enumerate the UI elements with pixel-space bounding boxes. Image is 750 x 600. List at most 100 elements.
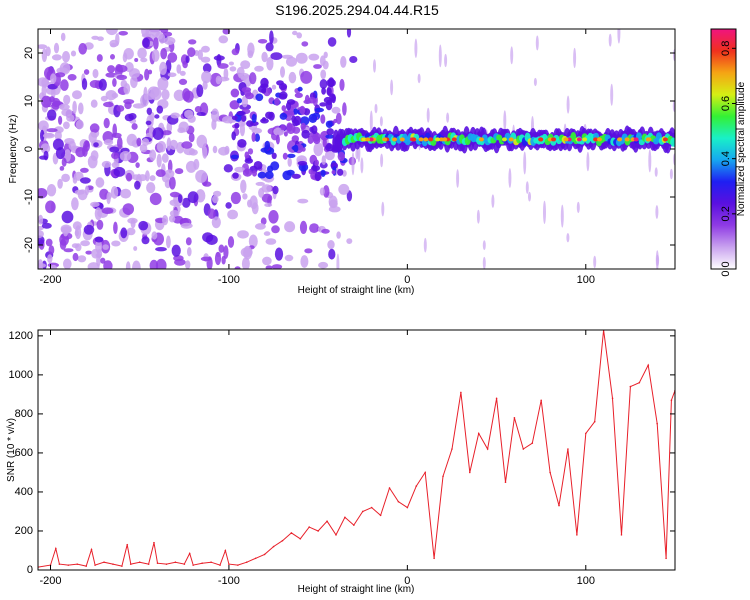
spectrogram-noise-cell [113,166,126,177]
spectrogram-noise-cell [41,222,52,229]
spectrogram-noise-cell [216,54,222,67]
spectrogram-transition-cell [254,133,260,142]
snr-point [121,565,123,567]
spectrogram-noise-cell [139,144,148,153]
spectrogram-noise-cell [39,155,48,160]
spectrogram-noise-cell [295,52,308,64]
spectrogram-noise-cell [116,105,125,112]
spectrogram-noise-cell [304,248,313,254]
spectrogram-streak-cell [360,157,364,174]
spectrogram-noise-cell [51,54,62,61]
spectrogram-transition-cell [337,151,345,162]
spectrogram-noise-cell [160,48,168,60]
spectrogram-noise-cell [222,116,234,124]
spectrogram-noise-cell [46,184,57,197]
snr-point [183,563,186,565]
spectrogram-streak-cell [523,151,527,175]
spectrogram-noise-cell [211,119,217,130]
snr-point [290,532,293,534]
spectrogram-noise-cell [58,103,70,111]
spectrogram-transition-cell [320,169,326,177]
snr-point [361,510,364,513]
spectrogram-x-axis-label: Height of straight line (km) [298,285,415,296]
spectrogram-band-peak [593,137,599,142]
spectrogram-noise-cell [156,153,162,168]
spectrogram-noise-cell [319,79,328,89]
spectrogram-transition-cell [265,111,274,120]
snr-y-tick-label: 0 [27,564,33,576]
spectrogram-noise-cell [71,197,79,211]
spectrogram-noise-cell [100,257,106,264]
spectrogram-noise-cell [249,72,257,85]
spectrogram-noise-cell [45,200,56,214]
spectrogram-noise-cell [234,166,246,173]
spectrogram-noise-cell [166,137,172,151]
spectrogram-band-peak [361,137,367,142]
snr-y-tick-label: 1000 [9,369,33,381]
snr-point [76,563,79,565]
spectrogram-transition-cell [293,108,298,115]
spectrogram-x-tick-label: 100 [577,274,595,286]
spectrogram-streak-cell [543,200,546,224]
spectrogram-noise-cell [292,30,298,36]
spectrogram-noise-cell [100,95,108,102]
spectrogram-noise-cell [288,71,297,84]
spectrogram-noise-cell [338,183,350,195]
spectrogram-noise-cell [340,56,347,68]
spectrogram-noise-cell [111,240,121,247]
spectrogram-noise-cell [227,209,239,220]
spectrogram-noise-cell [322,185,330,198]
spectrogram-streak-cell [423,237,427,253]
spectrogram-noise-cell [126,227,136,236]
spectrogram-noise-cell [38,214,44,225]
spectrogram-noise-cell [120,227,128,239]
spectrogram-streak-cell [573,47,577,69]
spectrogram-noise-cell [107,65,116,73]
snr-background [38,330,675,570]
spectrogram-noise-cell [258,187,265,198]
spectrogram-noise-cell [181,141,193,149]
spectrogram-streak-cell [566,233,570,243]
spectrogram-transition-cell [257,171,267,179]
snr-point [424,471,426,474]
spectrogram-noise-cell [74,229,79,237]
snr-point [353,524,355,526]
spectrogram-transition-cell [312,135,321,145]
snr-point [245,561,248,563]
snr-point [593,420,596,423]
spectrogram-noise-cell [225,202,232,209]
spectrogram-noise-cell [336,231,341,239]
snr-point [55,547,57,550]
spectrogram-noise-cell [132,260,141,269]
snr-x-axis-label: Height of straight line (km) [298,584,415,595]
spectrogram-transition-cell [303,99,312,105]
spectrogram-y-tick-label: -10 [23,189,35,205]
snr-point [263,553,266,556]
spectrogram-noise-cell [144,68,150,81]
spectrogram-noise-cell [147,86,160,98]
spectrogram-noise-cell [229,66,237,72]
spectrogram-noise-cell [125,172,133,182]
spectrogram-noise-cell [75,243,82,252]
spectrogram-noise-cell [40,143,51,154]
snr-point [486,448,489,450]
snr-point [665,557,667,560]
spectrogram-transition-cell [279,112,288,120]
spectrogram-transition-cell [326,128,334,136]
colorbar-label: Normalized spectral amplitude [736,81,747,216]
spectrogram-noise-cell [111,92,119,99]
spectrogram-noise-cell [240,60,251,69]
spectrogram-transition-cell [250,121,259,126]
snr-point [629,385,632,388]
spectrogram-streak-cell [655,205,659,219]
spectrogram-noise-cell [167,52,178,63]
spectrogram-noise-cell [96,54,103,62]
spectrogram-noise-cell [67,74,77,81]
spectrogram-noise-cell [222,29,231,35]
spectrogram-transition-cell [232,172,239,179]
spectrogram-noise-cell [196,112,206,116]
spectrogram-noise-cell [223,245,229,259]
spectrogram-noise-cell [122,203,134,216]
spectrogram-noise-cell [117,136,123,150]
spectrogram-transition-cell [286,122,293,132]
